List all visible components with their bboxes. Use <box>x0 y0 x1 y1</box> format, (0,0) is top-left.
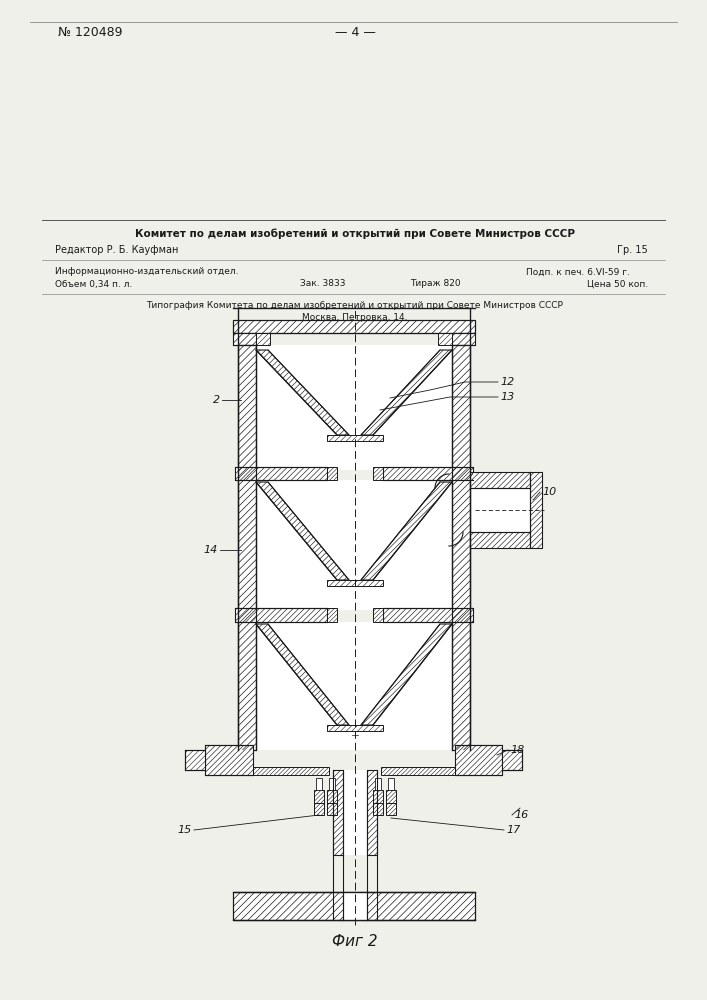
Polygon shape <box>327 580 383 586</box>
Bar <box>335 770 375 855</box>
Polygon shape <box>327 725 383 731</box>
Polygon shape <box>235 608 327 622</box>
Text: Комитет по делам изобретений и открытий при Совете Министров СССР: Комитет по делам изобретений и открытий … <box>135 229 575 239</box>
Text: 15: 15 <box>177 825 192 835</box>
Text: № 120489: № 120489 <box>58 25 122 38</box>
Polygon shape <box>327 803 337 815</box>
Polygon shape <box>205 745 253 775</box>
Text: Редактор Р. Б. Кауфман: Редактор Р. Б. Кауфман <box>55 245 178 255</box>
Polygon shape <box>233 320 475 333</box>
Polygon shape <box>256 482 349 580</box>
Polygon shape <box>386 803 396 815</box>
Bar <box>256 345 452 470</box>
Polygon shape <box>373 467 383 480</box>
Polygon shape <box>253 767 329 775</box>
Polygon shape <box>381 767 455 775</box>
Polygon shape <box>452 345 470 750</box>
Polygon shape <box>470 472 530 488</box>
Polygon shape <box>327 435 383 441</box>
Text: 16: 16 <box>514 810 528 820</box>
Bar <box>329 778 335 790</box>
Polygon shape <box>470 532 530 548</box>
Polygon shape <box>333 770 343 855</box>
Text: Типография Комитета по делам изобретений и открытий при Совете Министров СССР: Типография Комитета по делам изобретений… <box>146 302 563 310</box>
Polygon shape <box>373 803 383 815</box>
Text: Тираж 820: Тираж 820 <box>410 279 461 288</box>
Polygon shape <box>452 333 475 345</box>
Polygon shape <box>327 467 337 480</box>
Text: Подп. к печ. 6.VI-59 г.: Подп. к печ. 6.VI-59 г. <box>526 267 630 276</box>
Text: Зак. 3833: Зак. 3833 <box>300 279 346 288</box>
Polygon shape <box>383 608 473 622</box>
Text: Фиг 2: Фиг 2 <box>332 934 378 950</box>
Polygon shape <box>502 750 522 770</box>
Bar <box>470 488 530 532</box>
Text: Объем 0,34 п. л.: Объем 0,34 п. л. <box>55 279 132 288</box>
Bar <box>388 778 394 790</box>
Polygon shape <box>367 770 377 855</box>
Bar <box>375 778 381 790</box>
Polygon shape <box>361 350 452 435</box>
Polygon shape <box>233 892 475 920</box>
Text: 10: 10 <box>542 487 556 497</box>
Text: Москва, Петровка, 14.: Москва, Петровка, 14. <box>303 314 408 322</box>
Text: 13: 13 <box>500 392 514 402</box>
Polygon shape <box>256 333 270 345</box>
Text: Цена 50 коп.: Цена 50 коп. <box>587 279 648 288</box>
Polygon shape <box>256 624 349 725</box>
Polygon shape <box>238 345 256 750</box>
Polygon shape <box>383 467 473 480</box>
Bar <box>256 622 452 750</box>
Bar <box>343 892 367 920</box>
Polygon shape <box>314 803 324 815</box>
Text: 12: 12 <box>500 377 514 387</box>
Text: 18: 18 <box>510 745 525 755</box>
Polygon shape <box>361 624 452 725</box>
Polygon shape <box>373 790 383 803</box>
Polygon shape <box>256 350 349 435</box>
Text: 2: 2 <box>213 395 220 405</box>
Bar <box>256 480 452 610</box>
Polygon shape <box>455 745 502 775</box>
Polygon shape <box>235 467 327 480</box>
Text: Информационно-издательский отдел.: Информационно-издательский отдел. <box>55 267 238 276</box>
Polygon shape <box>386 790 396 803</box>
Polygon shape <box>185 750 205 770</box>
Polygon shape <box>314 790 324 803</box>
Text: 17: 17 <box>506 825 520 835</box>
Polygon shape <box>373 608 383 622</box>
Text: 14: 14 <box>204 545 218 555</box>
Text: Гр. 15: Гр. 15 <box>617 245 648 255</box>
Polygon shape <box>530 472 542 548</box>
Bar <box>316 778 322 790</box>
Polygon shape <box>327 608 337 622</box>
Polygon shape <box>438 333 452 345</box>
Polygon shape <box>233 333 256 345</box>
Polygon shape <box>327 790 337 803</box>
Text: — 4 —: — 4 — <box>334 25 375 38</box>
Polygon shape <box>361 482 452 580</box>
